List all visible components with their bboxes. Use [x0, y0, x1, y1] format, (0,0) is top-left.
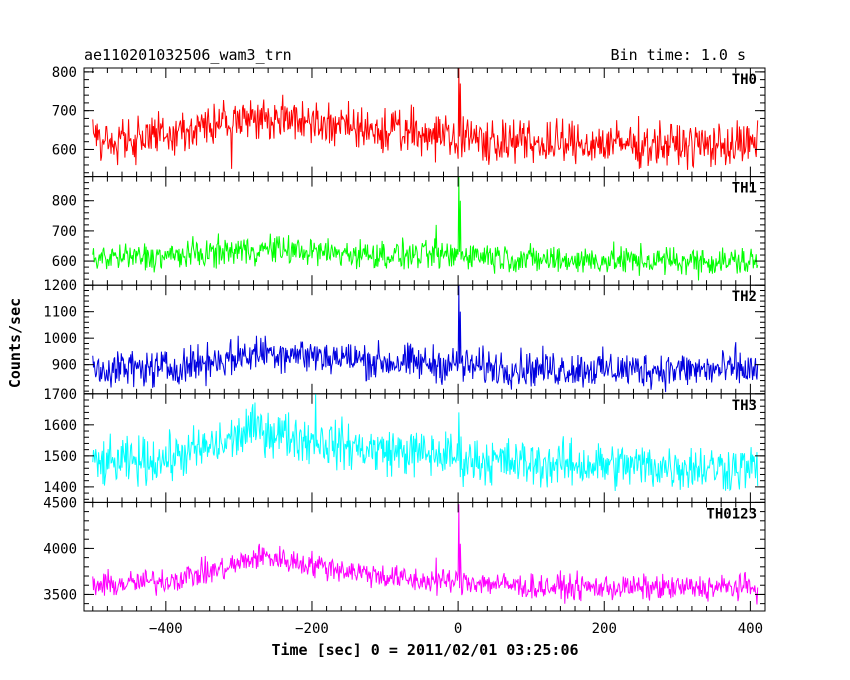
- y-tick-label: 700: [52, 224, 77, 240]
- y-tick-label: 1200: [43, 278, 77, 294]
- panel-name-label: TH2: [732, 289, 757, 305]
- x-tick-label: 200: [592, 621, 617, 637]
- x-tick-label: 0: [454, 621, 462, 637]
- x-tick-label: 400: [738, 621, 763, 637]
- y-tick-label: 1700: [43, 387, 77, 403]
- y-axis-label: Counts/sec: [6, 298, 24, 388]
- y-tick-label: 600: [52, 142, 77, 158]
- panel-name-label: TH0: [732, 72, 757, 88]
- panels: 600 700 800 TH0 600 700 800 TH1 900 1000 1100 1200 T…: [43, 65, 766, 637]
- panel-frame: [83, 501, 766, 612]
- bin-time-label: Bin time: 1.0 s: [611, 46, 746, 64]
- y-tick-label: 800: [52, 194, 77, 210]
- y-tick-label: 1400: [43, 480, 77, 496]
- y-tick-label: 1600: [43, 418, 77, 434]
- x-tick-label: −400: [149, 621, 183, 637]
- y-tick-label: 3500: [43, 587, 77, 603]
- x-tick-label: −200: [295, 621, 329, 637]
- panel-th1: 600 700 800 TH1: [52, 176, 766, 286]
- panel-frame: [83, 176, 766, 286]
- y-tick-label: 800: [52, 65, 77, 81]
- series-th0-line: [92, 68, 759, 170]
- panel-name-label: TH1: [732, 181, 757, 197]
- y-tick-label: 4000: [43, 541, 77, 557]
- panel-th0123: 3500 4000 4500 TH0123: [43, 495, 766, 612]
- y-tick-label: 700: [52, 104, 77, 120]
- series-th3-line: [92, 393, 759, 492]
- y-tick-label: 900: [52, 358, 77, 374]
- series-th2-line: [92, 285, 759, 393]
- y-tick-label: 4500: [43, 495, 77, 511]
- panel-name-label: TH3: [732, 398, 757, 414]
- x-axis-label: Time [sec] 0 = 2011/02/01 03:25:06: [271, 641, 578, 659]
- chart-title: ae110201032506_wam3_trn: [84, 46, 292, 64]
- panel-frame: [83, 67, 766, 178]
- panel-th0: 600 700 800 TH0: [52, 65, 766, 178]
- panel-th3: 1400 1500 1600 1700 TH3: [43, 387, 766, 503]
- series-th0123-line: [92, 504, 759, 605]
- y-tick-label: 1500: [43, 449, 77, 465]
- panel-name-label: TH0123: [706, 506, 757, 522]
- y-tick-label: 600: [52, 254, 77, 270]
- series-th1-line: [92, 176, 759, 281]
- y-tick-label: 1000: [43, 331, 77, 347]
- y-tick-label: 1100: [43, 305, 77, 321]
- panel-th2: 900 1000 1100 1200 TH2: [43, 278, 766, 395]
